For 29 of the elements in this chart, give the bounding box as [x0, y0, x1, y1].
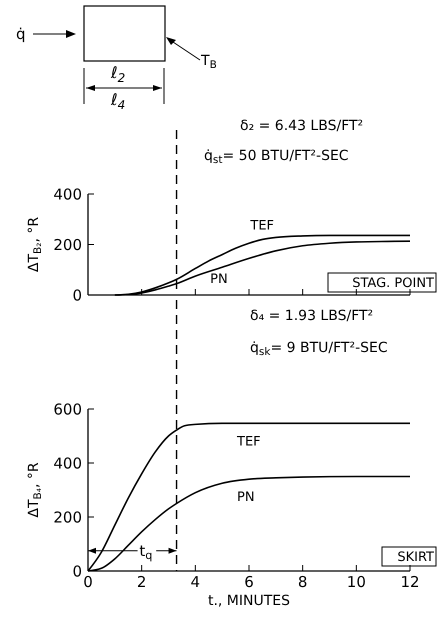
text: ℓ$_{2}$	[110, 63, 126, 85]
x-tick-label: 6	[244, 573, 254, 591]
x-tick-label: 12	[400, 573, 420, 591]
x-axis-title: t., MINUTES	[208, 593, 290, 609]
series-label: PN	[237, 490, 255, 506]
text: q̇$_{st}$= 50 BTU/FT²-SEC	[204, 148, 349, 166]
series-label: PN	[210, 272, 228, 288]
text: q̇	[16, 25, 26, 43]
y-tick-label: 400	[53, 454, 82, 472]
text: ℓ$_{4}$	[110, 90, 126, 112]
y-tick-label: 0	[72, 286, 82, 304]
y-tick-label: 400	[53, 185, 82, 204]
series-label: TEF	[249, 218, 274, 234]
annotation: STAG. POINT	[352, 276, 434, 291]
x-tick-label: 0	[83, 573, 93, 591]
text: δ₂ = 6.43 LBS/FT²	[240, 118, 364, 134]
text: q̇$_{sk}$= 9 BTU/FT²-SEC	[250, 340, 388, 358]
x-tick-label: 8	[298, 573, 308, 591]
series-label: TEF	[236, 434, 261, 450]
annotation: SKIRT	[397, 550, 434, 565]
y-tick-label: 200	[53, 236, 82, 254]
y-tick-label: 600	[53, 400, 82, 418]
x-tick-label: 10	[346, 573, 366, 591]
y-tick-label: 200	[53, 508, 82, 526]
text: T$_{B}$	[200, 53, 217, 72]
annotation: t$_{q}$	[139, 542, 152, 562]
x-tick-label: 4	[190, 573, 200, 591]
text: δ₄ = 1.93 LBS/FT²	[250, 308, 374, 324]
x-tick-label: 2	[136, 573, 146, 591]
